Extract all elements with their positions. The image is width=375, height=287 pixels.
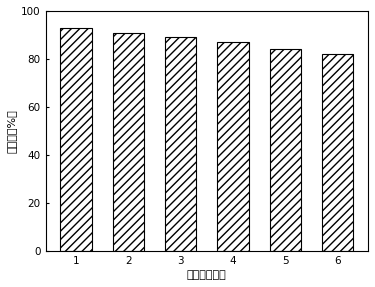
Bar: [217, 42, 249, 251]
Y-axis label: 降解率（%）: 降解率（%）: [7, 109, 17, 153]
Bar: [112, 32, 144, 251]
Bar: [60, 28, 92, 251]
Bar: [165, 37, 196, 251]
Bar: [322, 54, 353, 251]
X-axis label: 重夏利用次数: 重夏利用次数: [187, 270, 227, 280]
Bar: [270, 49, 301, 251]
